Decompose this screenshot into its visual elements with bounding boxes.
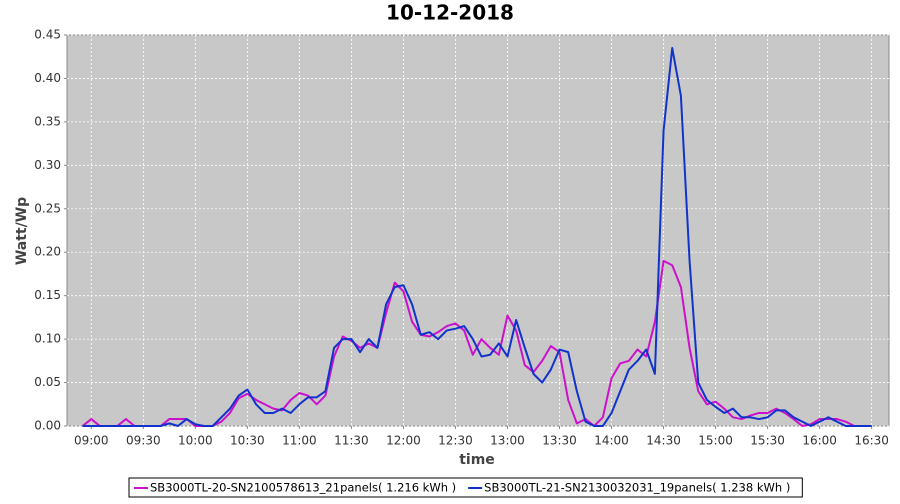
x-tick-label: 13:00 [490,434,525,448]
y-tick-label: 0.25 [34,201,61,215]
y-tick-label: 0.00 [34,419,61,433]
x-axis-label: time [459,452,495,468]
y-tick-label: 0.05 [34,375,61,389]
y-tick-label: 0.30 [34,158,61,172]
x-tick-label: 10:30 [230,434,265,448]
chart-title: 10-12-2018 [386,1,514,25]
y-tick-label: 0.10 [34,332,61,346]
y-tick-label: 0.35 [34,114,61,128]
legend-label: SB3000TL-20-SN2100578613_21panels( 1.216… [150,481,456,495]
x-tick-label: 16:30 [854,434,889,448]
x-tick-label: 13:30 [542,434,577,448]
x-tick-label: 09:00 [74,434,109,448]
x-tick-label: 15:30 [750,434,785,448]
x-tick-label: 15:00 [698,434,733,448]
x-tick-label: 14:00 [594,434,629,448]
x-tick-label: 16:00 [802,434,837,448]
y-tick-label: 0.45 [34,28,61,42]
series-line [82,47,872,427]
x-tick-label: 14:30 [646,434,681,448]
x-tick-label: 12:00 [386,434,421,448]
x-tick-label: 12:30 [438,434,473,448]
legend-box [128,477,803,498]
x-tick-label: 09:30 [126,434,161,448]
x-tick-label: 10:00 [178,434,213,448]
legend-label: SB3000TL-21-SN2130032031_19panels( 1.238… [484,481,790,495]
y-tick-label: 0.20 [34,245,61,259]
x-tick-label: 11:30 [334,434,369,448]
y-tick-label: 0.40 [34,71,61,85]
y-tick-label: 0.15 [34,288,61,302]
y-axis-label: Watt/Wp [14,197,30,265]
x-tick-label: 11:00 [282,434,317,448]
plot-area [66,34,890,427]
